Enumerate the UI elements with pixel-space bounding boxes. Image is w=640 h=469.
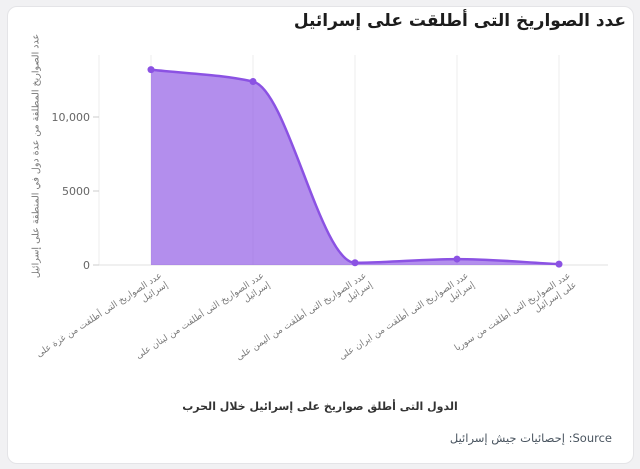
y-tick-label: 10,000: [52, 111, 91, 124]
data-point-marker[interactable]: [453, 255, 461, 263]
series-area-fill: [151, 69, 559, 265]
data-point-marker[interactable]: [555, 260, 563, 268]
data-point-marker[interactable]: [147, 66, 155, 74]
y-tick-label: 5000: [62, 185, 90, 198]
y-tick-label: 0: [83, 259, 90, 272]
data-point-marker[interactable]: [351, 259, 359, 267]
x-axis-title: الدول التى أطلق صواريخ على إسرائيل خلال …: [182, 400, 458, 413]
series-line: [149, 68, 561, 266]
data-point-marker[interactable]: [249, 77, 257, 85]
chart-title: عدد الصواريخ التى أطلقت على إسرائيل: [293, 11, 626, 31]
source-note: Source: إحصائيات جيش إسرائيل: [449, 431, 612, 445]
